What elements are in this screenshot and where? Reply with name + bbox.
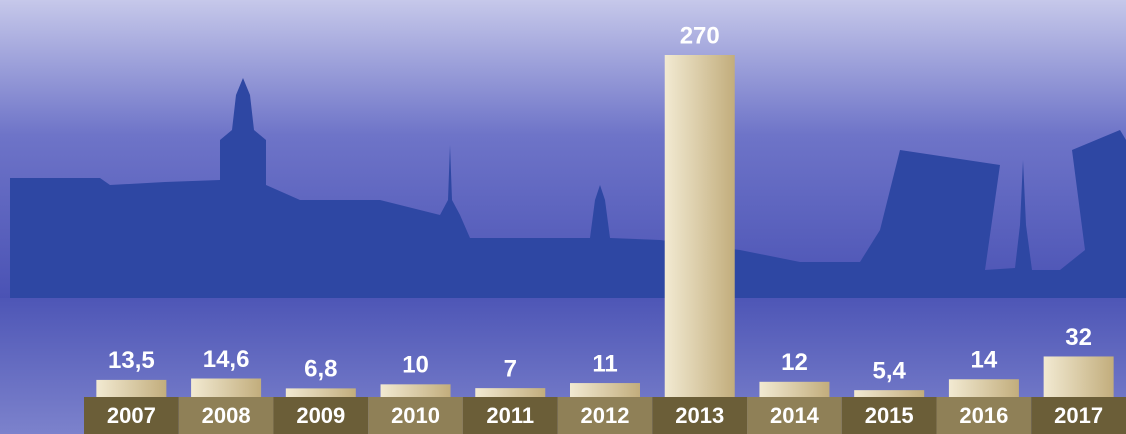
x-tick-label: 2007 (107, 403, 156, 428)
x-tick-label: 2013 (675, 403, 724, 428)
bar (1044, 356, 1114, 397)
x-tick-label: 2012 (581, 403, 630, 428)
x-tick-label: 2008 (202, 403, 251, 428)
bar (759, 382, 829, 397)
value-label: 10 (402, 352, 429, 379)
x-tick-label: 2009 (296, 403, 345, 428)
x-tick-label: 2015 (865, 403, 914, 428)
x-tick-label: 2017 (1054, 403, 1103, 428)
bar (286, 388, 356, 397)
value-label: 32 (1065, 324, 1092, 351)
value-label: 13,5 (108, 347, 155, 374)
bar (475, 388, 545, 397)
value-label: 5,4 (872, 358, 906, 385)
bar (570, 383, 640, 397)
value-label: 11 (592, 350, 617, 377)
bar (665, 55, 735, 397)
bar (381, 384, 451, 397)
chart: 2007 13,5 2008 14,6 2009 6,8 2010 10 2011 7 2012 11… (0, 0, 1126, 434)
value-label: 14 (971, 347, 998, 374)
x-tick-label: 2011 (486, 403, 534, 428)
bar (854, 390, 924, 397)
value-label: 7 (504, 355, 517, 382)
bar (949, 379, 1019, 397)
value-label: 14,6 (203, 346, 250, 373)
value-label: 6,8 (304, 356, 337, 383)
bar (191, 379, 261, 397)
x-tick-label: 2010 (391, 403, 440, 428)
x-tick-label: 2014 (770, 403, 820, 428)
x-tick-label: 2016 (959, 403, 1008, 428)
value-label: 270 (680, 22, 720, 49)
bar (96, 380, 166, 397)
value-label: 12 (781, 349, 808, 376)
